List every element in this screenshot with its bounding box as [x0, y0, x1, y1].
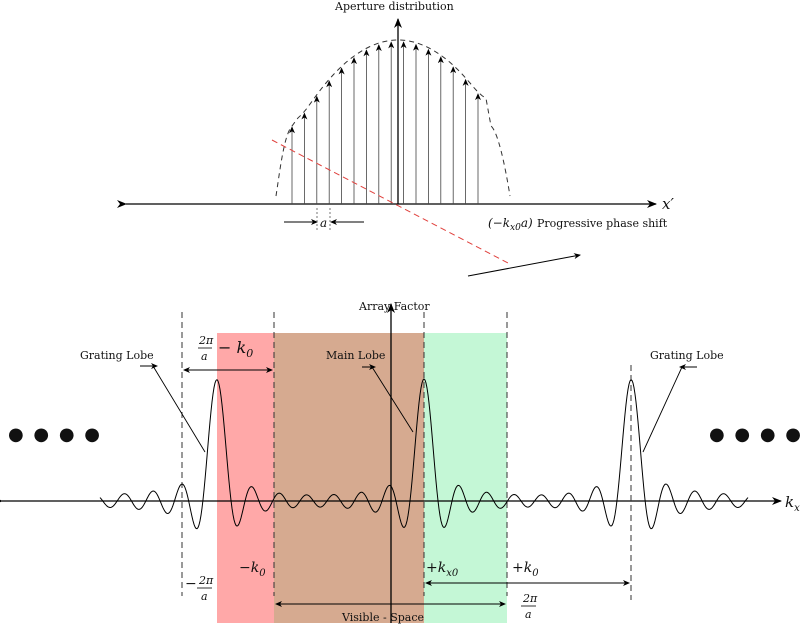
frac-den-top: a: [201, 350, 208, 363]
frac-num-top: 2π: [198, 334, 214, 347]
phase-pointer-arrow: [467, 253, 581, 277]
array-factor-curve: [99, 378, 749, 530]
minus-k0-top: − k0: [218, 338, 253, 360]
frac-num-right: 2π: [522, 592, 538, 605]
pos-kx0-label: +kx0: [426, 560, 459, 579]
aperture-samples: [289, 41, 481, 204]
neg-sign: −: [185, 576, 197, 592]
grating-lobe-right-label: Grating Lobe: [650, 349, 724, 362]
aperture-envelope: [275, 39, 511, 197]
spacing-label: a: [320, 216, 327, 230]
aperture-panel: a Aperture distribution x′ (−kx0a) Progr…: [117, 0, 674, 277]
frac-den-bottom: a: [201, 590, 208, 603]
grating-lobe-left-label: Grating Lobe: [80, 349, 154, 362]
aperture-axis-label: x′: [662, 195, 674, 213]
aperture-title: Aperture distribution: [334, 0, 454, 13]
array-factor-panel: Array Factor kx Grating Lobe Grating Lob…: [0, 300, 800, 624]
brown-band: [274, 333, 424, 623]
phase-shift-line: [271, 139, 511, 265]
green-band: [424, 333, 507, 623]
frac-num-bottom: 2π: [198, 574, 214, 587]
grating-lobe-right-pointer: [642, 366, 695, 453]
neg-k0-label: −k0: [239, 560, 266, 579]
frac-den-right: a: [525, 608, 532, 621]
visible-space-label: Visible - Space: [341, 611, 424, 624]
kx-axis-label: kx: [785, 493, 800, 514]
grating-lobe-left-pointer: [140, 365, 206, 453]
phase-label: Progressive phase shift: [537, 217, 668, 230]
main-lobe-label: Main Lobe: [326, 349, 385, 362]
array-factor-title: Array Factor: [358, 300, 430, 313]
ellipsis-left: ● ● ● ●: [8, 424, 102, 445]
phase-math: (−kx0a): [488, 216, 533, 233]
red-band: [217, 333, 274, 623]
ellipsis-right: ● ● ● ●: [709, 424, 800, 445]
pos-k0-label: +k0: [512, 560, 539, 579]
